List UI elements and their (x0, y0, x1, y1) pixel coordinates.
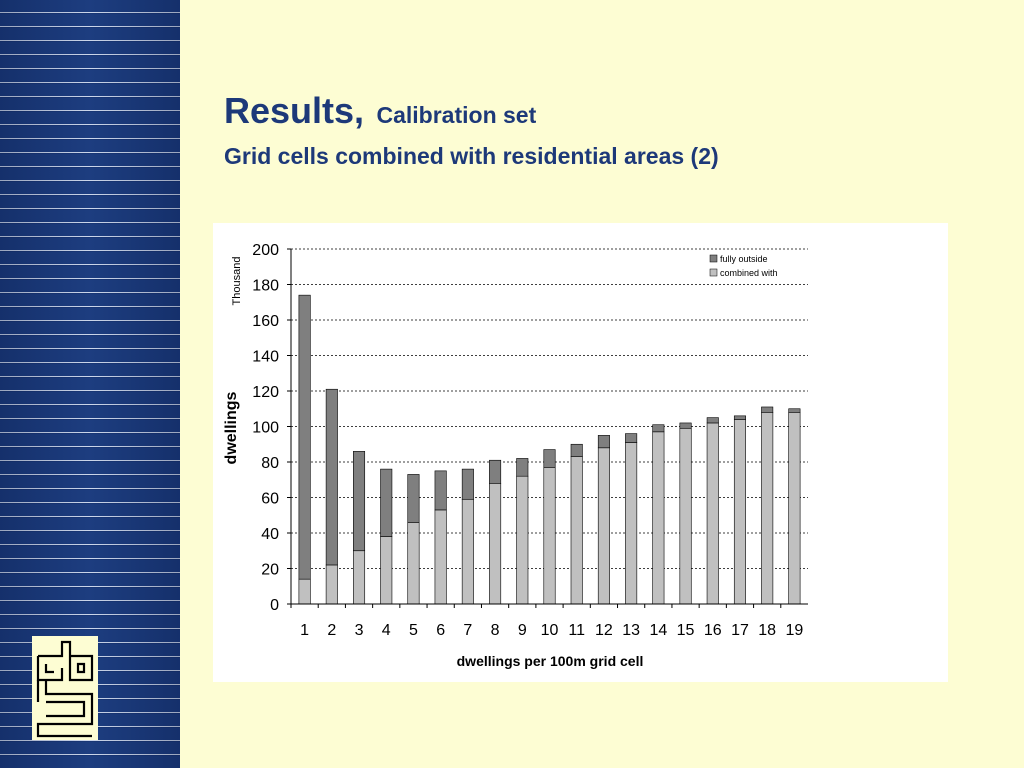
bar-combined-with (434, 509, 447, 605)
y-tick-label: 120 (252, 384, 279, 401)
bar-fully-outside (625, 433, 638, 443)
bar-fully-outside (461, 468, 474, 500)
page-title: Results, (224, 90, 365, 131)
axes (290, 249, 808, 605)
bar-combined-with (706, 422, 719, 605)
legend-label-combined-with: combined with (720, 268, 778, 278)
bar-combined-with (380, 536, 393, 605)
bar-combined-with (298, 578, 311, 605)
bar-combined-with (461, 498, 474, 605)
bar-fully-outside (380, 468, 393, 537)
x-tick-label: 9 (518, 622, 527, 639)
bar-combined-with (788, 412, 801, 605)
bar-fully-outside (761, 406, 774, 413)
bar-combined-with (761, 412, 774, 605)
bar-fully-outside (733, 415, 746, 420)
y-tick-label: 20 (261, 562, 279, 579)
y-tick-label: 160 (252, 313, 279, 330)
bar-combined-with (625, 442, 638, 605)
x-tick-label: 12 (595, 622, 613, 639)
title-block: Results, Calibration set (224, 90, 536, 132)
x-tick-label: 15 (677, 622, 695, 639)
bar-fully-outside (325, 388, 338, 566)
sidebar-stripes (0, 0, 180, 768)
bar-fully-outside (434, 470, 447, 511)
y-tick-label: 0 (270, 597, 279, 614)
bar-combined-with (679, 427, 692, 605)
y-tick-label: 140 (252, 349, 279, 366)
bar-fully-outside (679, 422, 692, 429)
x-tick-label: 16 (704, 622, 722, 639)
y-tick-labels: 0 20 40 60 80 100 120 140 160 180 200 (252, 242, 279, 614)
x-tick-label: 13 (622, 622, 640, 639)
y-tick-label: 60 (261, 491, 279, 508)
gridlines (287, 248, 808, 608)
legend-label-fully-outside: fully outside (720, 254, 768, 264)
y-unit-label: Thousand (231, 257, 243, 306)
bar-combined-with (325, 564, 338, 605)
x-tick-label: 11 (568, 622, 585, 639)
legend-swatch-fully-outside (709, 254, 718, 263)
x-tick-label: 19 (785, 622, 803, 639)
x-tick-label: 17 (731, 622, 749, 639)
x-tick-label: 7 (463, 622, 472, 639)
legend: fully outside combined with (709, 254, 778, 278)
x-tick-label: 3 (355, 622, 364, 639)
x-tick-label: 6 (436, 622, 445, 639)
x-tick-labels: 1 2 3 4 5 6 7 8 9 10 11 12 13 14 15 16 17 18 19 (300, 622, 803, 639)
bar-combined-with (489, 482, 502, 605)
x-tick-label: 18 (758, 622, 776, 639)
bars (298, 294, 801, 605)
x-axis-label: dwellings per 100m grid cell (457, 653, 644, 669)
bar-fully-outside (407, 474, 420, 523)
y-tick-label: 80 (261, 455, 279, 472)
bar-fully-outside (298, 294, 311, 580)
bar-combined-with (353, 550, 366, 605)
bar-fully-outside (788, 408, 801, 413)
x-tick-label: 5 (409, 622, 418, 639)
bar-combined-with (570, 456, 583, 605)
cbs-logo-svg (36, 640, 94, 738)
y-tick-label: 200 (252, 242, 279, 259)
bar-combined-with (597, 447, 610, 605)
bar-fully-outside (353, 451, 366, 552)
bar-fully-outside (706, 417, 719, 424)
x-tick-label: 14 (649, 622, 667, 639)
bar-combined-with (543, 467, 556, 605)
page-title-suffix: Calibration set (376, 102, 537, 128)
chart-container: 0 20 40 60 80 100 120 140 160 180 200 1 2 3 4 5 6 7 8 9 10 1… (213, 223, 948, 682)
bar-fully-outside (570, 443, 583, 457)
x-tick-label: 1 (300, 622, 309, 639)
bar-combined-with (516, 475, 529, 605)
cbs-logo-icon (32, 636, 98, 740)
bar-fully-outside (543, 449, 556, 468)
bar-fully-outside (516, 458, 529, 477)
bar-fully-outside (597, 435, 610, 449)
bar-combined-with (733, 419, 746, 605)
bar-combined-with (652, 431, 665, 605)
bar-combined-with (407, 522, 420, 605)
x-tick-label: 2 (327, 622, 336, 639)
y-tick-label: 40 (261, 526, 279, 543)
legend-swatch-combined-with (709, 268, 718, 277)
bar-fully-outside (489, 459, 502, 484)
y-axis-label: dwellings (223, 391, 240, 464)
x-tick-label: 8 (491, 622, 500, 639)
bar-fully-outside (652, 424, 665, 433)
page-subtitle: Grid cells combined with residential are… (224, 143, 719, 169)
x-tick-label: 10 (541, 622, 559, 639)
x-tick-label: 4 (382, 622, 391, 639)
y-tick-label: 100 (252, 420, 279, 437)
y-tick-label: 180 (252, 278, 279, 295)
